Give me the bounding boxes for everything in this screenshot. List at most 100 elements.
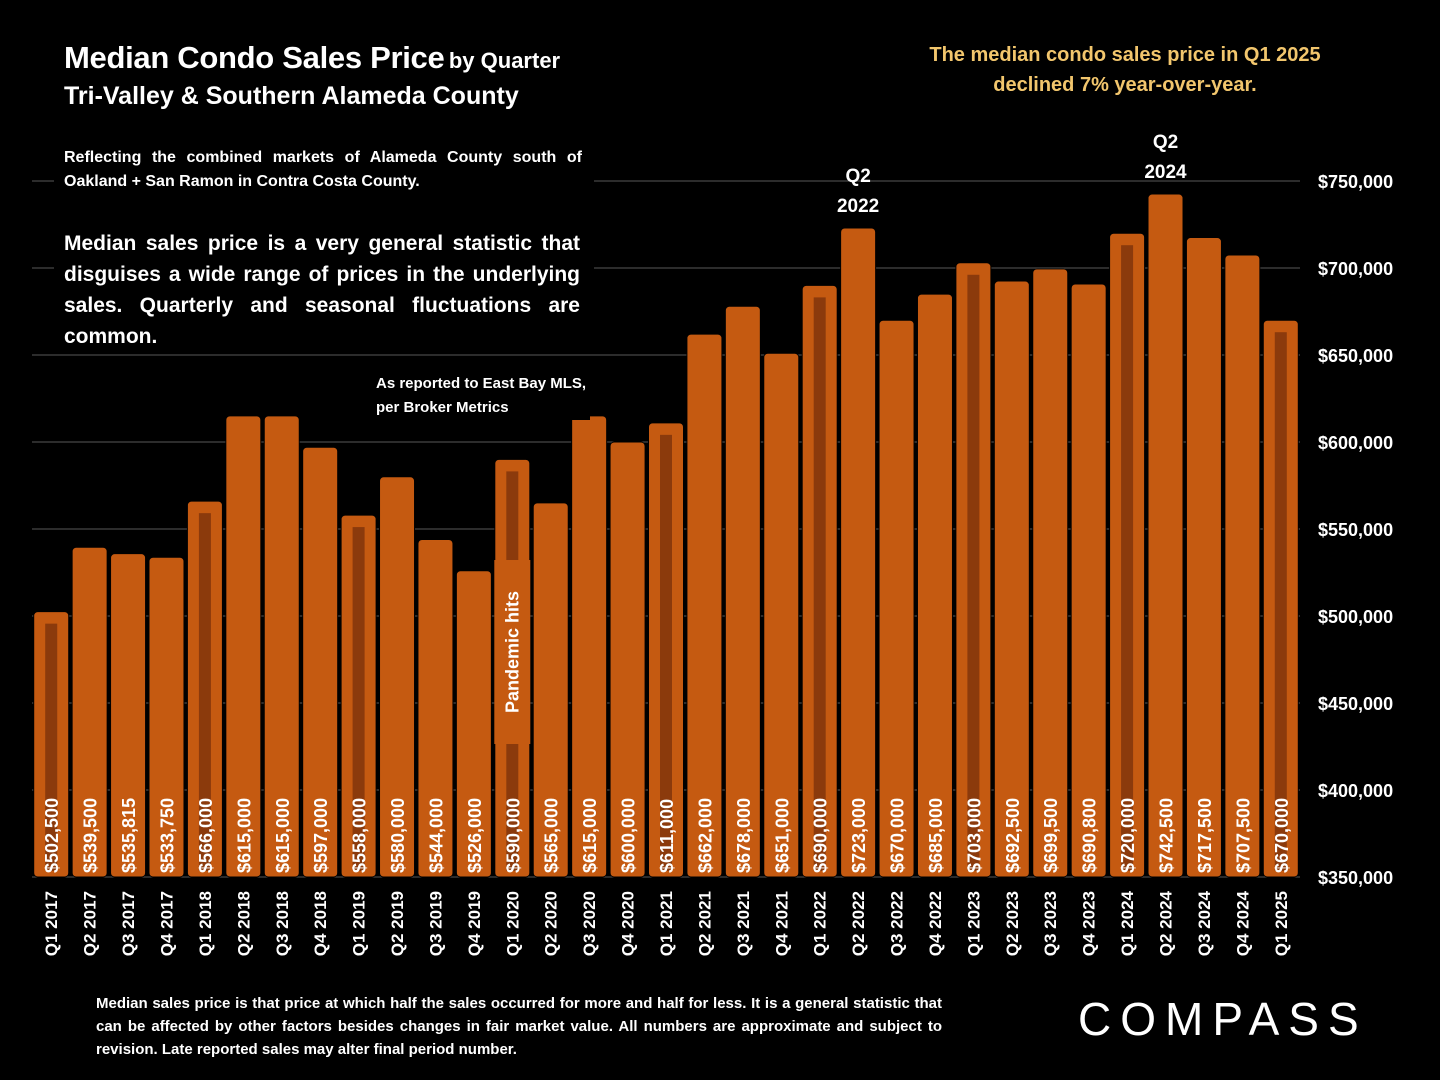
x-tick-label: Q3 2018 xyxy=(273,891,292,956)
bar xyxy=(1224,254,1261,878)
x-tick-label: Q1 2020 xyxy=(503,891,522,956)
data-label: $600,000 xyxy=(619,798,639,873)
y-tick-label: $600,000 xyxy=(1318,433,1393,453)
bar xyxy=(225,415,262,878)
x-tick-label: Q3 2021 xyxy=(734,891,753,956)
x-tick-label: Q1 2017 xyxy=(42,891,61,956)
x-tick-label: Q3 2023 xyxy=(1041,891,1060,956)
x-axis-ticks: Q1 2017 Q2 2017 Q3 2017 Q4 2017 Q1 2018 Q2 20… xyxy=(42,890,1291,956)
data-label: $565,000 xyxy=(542,798,562,873)
y-tick-label: $500,000 xyxy=(1318,607,1393,627)
chart-subtitle: Tri-Valley & Southern Alameda County xyxy=(64,82,519,110)
x-tick-label: Q1 2025 xyxy=(1272,891,1291,956)
x-tick-label: Q4 2017 xyxy=(157,891,176,956)
bar xyxy=(763,352,800,878)
x-tick-label: Q2 2018 xyxy=(234,891,253,956)
q1-marker-stripe xyxy=(352,527,365,871)
y-tick-label: $450,000 xyxy=(1318,694,1393,714)
q1-marker-stripe xyxy=(813,297,826,871)
data-label: $539,500 xyxy=(81,798,101,873)
q1-marker-stripe xyxy=(1121,245,1134,871)
bar xyxy=(609,441,646,878)
bar xyxy=(455,570,492,878)
data-label: $615,000 xyxy=(273,798,293,873)
x-tick-label: Q4 2019 xyxy=(465,891,484,956)
headline-callout: The median condo sales price in Q1 2025 … xyxy=(929,44,1321,96)
x-tick-label: Q1 2021 xyxy=(657,891,676,956)
data-label: $615,000 xyxy=(234,798,254,873)
chart-title-by: by Quarter xyxy=(448,48,561,73)
statistic-note: Median sales price is a very general sta… xyxy=(64,232,580,348)
data-label: $707,500 xyxy=(1233,798,1253,873)
data-label: $742,500 xyxy=(1157,798,1177,873)
q1-marker-stripe xyxy=(967,274,980,871)
bar xyxy=(724,305,761,878)
pandemic-annotation: Pandemic hits xyxy=(502,591,522,713)
data-label: $699,500 xyxy=(1041,798,1061,873)
x-tick-label: Q4 2020 xyxy=(619,891,638,956)
chart-title: Median Condo Sales Price xyxy=(64,40,445,75)
data-label: $580,000 xyxy=(388,798,408,873)
compass-logo: COMPASS xyxy=(1078,993,1368,1045)
q1-marker-stripe xyxy=(198,513,211,871)
bar xyxy=(263,415,300,878)
data-label: $544,000 xyxy=(426,798,446,873)
x-tick-label: Q1 2024 xyxy=(1118,890,1137,956)
data-label: $651,000 xyxy=(772,798,792,873)
peak-annotation: 2022 xyxy=(837,196,879,217)
bar xyxy=(532,502,569,878)
notes-panel: Reflecting the combined markets of Alame… xyxy=(54,140,594,354)
x-tick-label: Q4 2022 xyxy=(926,891,945,956)
y-tick-label: $350,000 xyxy=(1318,868,1393,888)
bar xyxy=(840,227,877,878)
data-label: $662,000 xyxy=(695,798,715,873)
y-tick-label: $750,000 xyxy=(1318,172,1393,192)
data-label: $685,000 xyxy=(926,798,946,873)
data-label: $692,500 xyxy=(1003,798,1023,873)
x-tick-label: Q3 2024 xyxy=(1195,890,1214,956)
q1-marker-stripe xyxy=(45,623,58,871)
x-tick-label: Q3 2017 xyxy=(119,891,138,956)
data-label: $720,000 xyxy=(1118,798,1138,873)
y-tick-label: $650,000 xyxy=(1318,346,1393,366)
x-tick-label: Q1 2022 xyxy=(811,891,830,956)
x-tick-label: Q1 2023 xyxy=(964,891,983,956)
x-tick-label: Q2 2017 xyxy=(81,891,100,956)
x-tick-label: Q4 2023 xyxy=(1080,891,1099,956)
y-tick-label: $550,000 xyxy=(1318,520,1393,540)
market-note: Reflecting the combined markets of Alame… xyxy=(64,149,582,190)
data-label: $526,000 xyxy=(465,798,485,873)
q1-marker-stripe xyxy=(660,434,672,871)
data-label: $670,000 xyxy=(1272,798,1292,873)
x-tick-label: Q4 2021 xyxy=(772,891,791,956)
data-label: $703,000 xyxy=(964,798,984,873)
x-tick-label: Q3 2019 xyxy=(426,891,445,956)
bars: $502,500 $539,500 $535,815 $533,750 $566,000… xyxy=(33,193,1299,878)
data-label: $678,000 xyxy=(734,798,754,873)
x-tick-label: Q2 2020 xyxy=(542,891,561,956)
bar xyxy=(1070,283,1107,878)
bar xyxy=(417,538,454,878)
bar xyxy=(1185,237,1222,878)
data-label: $690,000 xyxy=(811,798,831,873)
x-tick-label: Q4 2018 xyxy=(311,891,330,956)
x-tick-label: Q4 2024 xyxy=(1233,890,1252,956)
bar xyxy=(1147,193,1184,878)
bar xyxy=(916,293,953,878)
x-tick-label: Q2 2023 xyxy=(1003,891,1022,956)
bar xyxy=(1032,268,1069,878)
x-tick-label: Q1 2018 xyxy=(196,891,215,956)
peak-annotation: Q2 xyxy=(1153,132,1178,153)
y-tick-label: $400,000 xyxy=(1318,781,1393,801)
x-tick-label: Q1 2019 xyxy=(350,891,369,956)
data-label: $690,800 xyxy=(1080,798,1100,873)
data-label: $597,000 xyxy=(311,798,331,873)
bar xyxy=(110,553,147,878)
q1-marker-stripe xyxy=(1274,332,1287,871)
data-label: $535,815 xyxy=(119,798,139,873)
bar xyxy=(878,319,915,878)
x-tick-label: Q2 2021 xyxy=(695,891,714,956)
data-label: $533,750 xyxy=(157,798,177,873)
bar xyxy=(993,280,1030,878)
